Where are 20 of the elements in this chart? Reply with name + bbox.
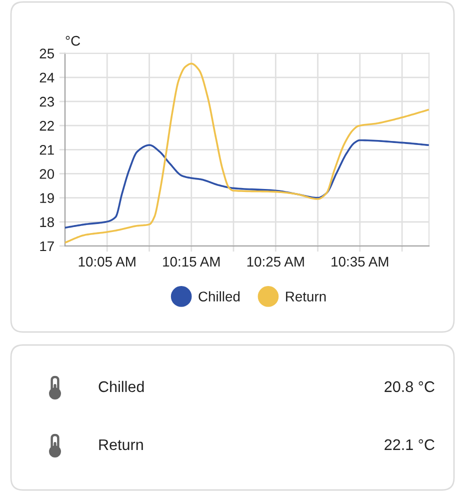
y-tick-label: 19 bbox=[40, 193, 54, 203]
x-tick-label: 10:25 AM bbox=[247, 256, 304, 267]
legend-label: Chilled bbox=[198, 291, 240, 302]
text: Return bbox=[99, 439, 143, 450]
x-tick-label: 10:05 AM bbox=[78, 256, 136, 267]
legend-label: Return bbox=[286, 292, 326, 302]
y-axis-title: °C bbox=[66, 36, 80, 46]
y-tick-label: 24 bbox=[40, 72, 54, 82]
y-tick-label: 25 bbox=[40, 48, 54, 58]
y-tick-label: 21 bbox=[40, 144, 54, 155]
y-tick-label: 20 bbox=[40, 169, 54, 179]
y-tick-label: 17 bbox=[40, 241, 54, 252]
y-tick-label: 23 bbox=[40, 96, 54, 107]
text: Chilled bbox=[98, 380, 144, 392]
y-tick-label: 18 bbox=[40, 217, 54, 228]
text: 22.1 °C bbox=[384, 439, 434, 450]
x-tick-label: 10:15 AM bbox=[163, 256, 220, 267]
text: 20.8 °C bbox=[384, 381, 434, 392]
x-tick-label: 10:35 AM bbox=[332, 256, 388, 267]
y-tick-label: 22 bbox=[40, 120, 54, 131]
